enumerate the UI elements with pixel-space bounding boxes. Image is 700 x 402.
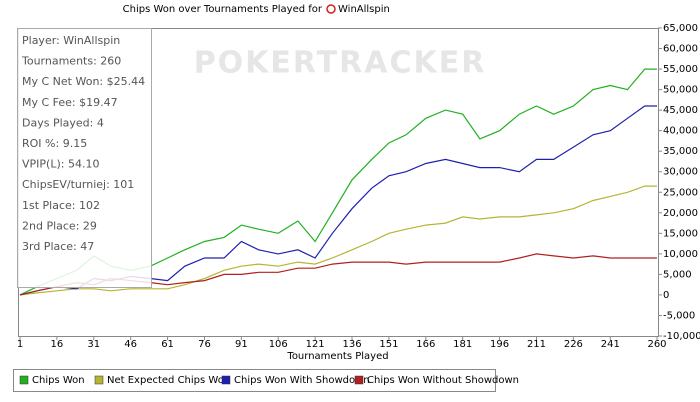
x-tick-label: 121 bbox=[306, 339, 325, 350]
x-tick-label: 91 bbox=[235, 339, 248, 350]
stats-box bbox=[17, 28, 152, 288]
stat-line: Player: WinAllspin bbox=[22, 34, 120, 47]
legend-swatch bbox=[19, 375, 29, 385]
x-tick-label: 46 bbox=[124, 339, 137, 350]
y-tick-label: -10,000 bbox=[663, 331, 700, 342]
x-tick-label: 241 bbox=[601, 339, 620, 350]
legend-label: Chips Won Without Showdown bbox=[367, 375, 519, 386]
player-icon bbox=[326, 4, 336, 14]
y-tick-label: 15,000 bbox=[663, 228, 698, 239]
y-tick-label: 25,000 bbox=[663, 187, 698, 198]
y-tick-label: 60,000 bbox=[663, 44, 698, 55]
x-tick-label: 76 bbox=[198, 339, 211, 350]
legend-swatch bbox=[354, 375, 364, 385]
x-tick-label: 31 bbox=[87, 339, 100, 350]
chart-title: Chips Won over Tournaments Played for bbox=[123, 4, 323, 15]
y-tick-label: 35,000 bbox=[663, 146, 698, 157]
legend-label: Net Expected Chips Won bbox=[107, 375, 230, 386]
x-tick-label: 260 bbox=[647, 339, 666, 350]
y-tick-label: 20,000 bbox=[663, 208, 698, 219]
y-tick-label: 0 bbox=[663, 290, 669, 301]
x-tick-label: 166 bbox=[416, 339, 435, 350]
x-tick-label: 61 bbox=[161, 339, 174, 350]
y-tick-label: 40,000 bbox=[663, 126, 698, 137]
x-tick-label: 226 bbox=[564, 339, 583, 350]
x-tick-label: 181 bbox=[453, 339, 472, 350]
stat-line: VPIP(L): 54.10 bbox=[22, 158, 99, 171]
stat-line: Tournaments: 260 bbox=[21, 55, 121, 68]
y-tick-label: 65,000 bbox=[663, 23, 698, 34]
y-tick-label: 30,000 bbox=[663, 167, 698, 178]
legend bbox=[13, 369, 496, 392]
y-tick-label: -5,000 bbox=[663, 310, 695, 321]
y-tick-label: 55,000 bbox=[663, 64, 698, 75]
series-line bbox=[19, 185, 657, 296]
player-name: WinAllspin bbox=[338, 4, 390, 15]
stat-line: My C Fee: $19.47 bbox=[22, 96, 118, 109]
stat-line: 2nd Place: 29 bbox=[22, 219, 97, 232]
y-tick-label: 10,000 bbox=[663, 249, 698, 260]
legend-label: Chips Won With Showdown bbox=[234, 375, 370, 386]
x-axis-label: Tournaments Played bbox=[286, 351, 388, 362]
stat-line: My C Net Won: $25.44 bbox=[22, 75, 145, 88]
legend-label: Chips Won bbox=[32, 375, 85, 386]
watermark: POKERTRACKER bbox=[194, 46, 487, 81]
stat-line: ChipsEV/turniej: 101 bbox=[22, 178, 134, 191]
x-tick-label: 16 bbox=[51, 339, 64, 350]
legend-swatch bbox=[94, 375, 104, 385]
stat-line: ROI %: 9.15 bbox=[22, 137, 87, 150]
x-tick-label: 151 bbox=[379, 339, 398, 350]
y-tick-label: 50,000 bbox=[663, 85, 698, 96]
x-tick-label: 196 bbox=[490, 339, 509, 350]
stat-line: 3rd Place: 47 bbox=[22, 240, 94, 253]
x-tick-label: 136 bbox=[342, 339, 361, 350]
legend-swatch bbox=[221, 375, 231, 385]
x-tick-label: 1 bbox=[17, 339, 23, 350]
y-tick-label: 45,000 bbox=[663, 105, 698, 116]
x-tick-label: 106 bbox=[269, 339, 288, 350]
stat-line: Days Played: 4 bbox=[22, 116, 104, 129]
y-tick-label: 5,000 bbox=[663, 269, 692, 280]
x-tick-label: 211 bbox=[527, 339, 546, 350]
stat-line: 1st Place: 102 bbox=[22, 199, 100, 212]
